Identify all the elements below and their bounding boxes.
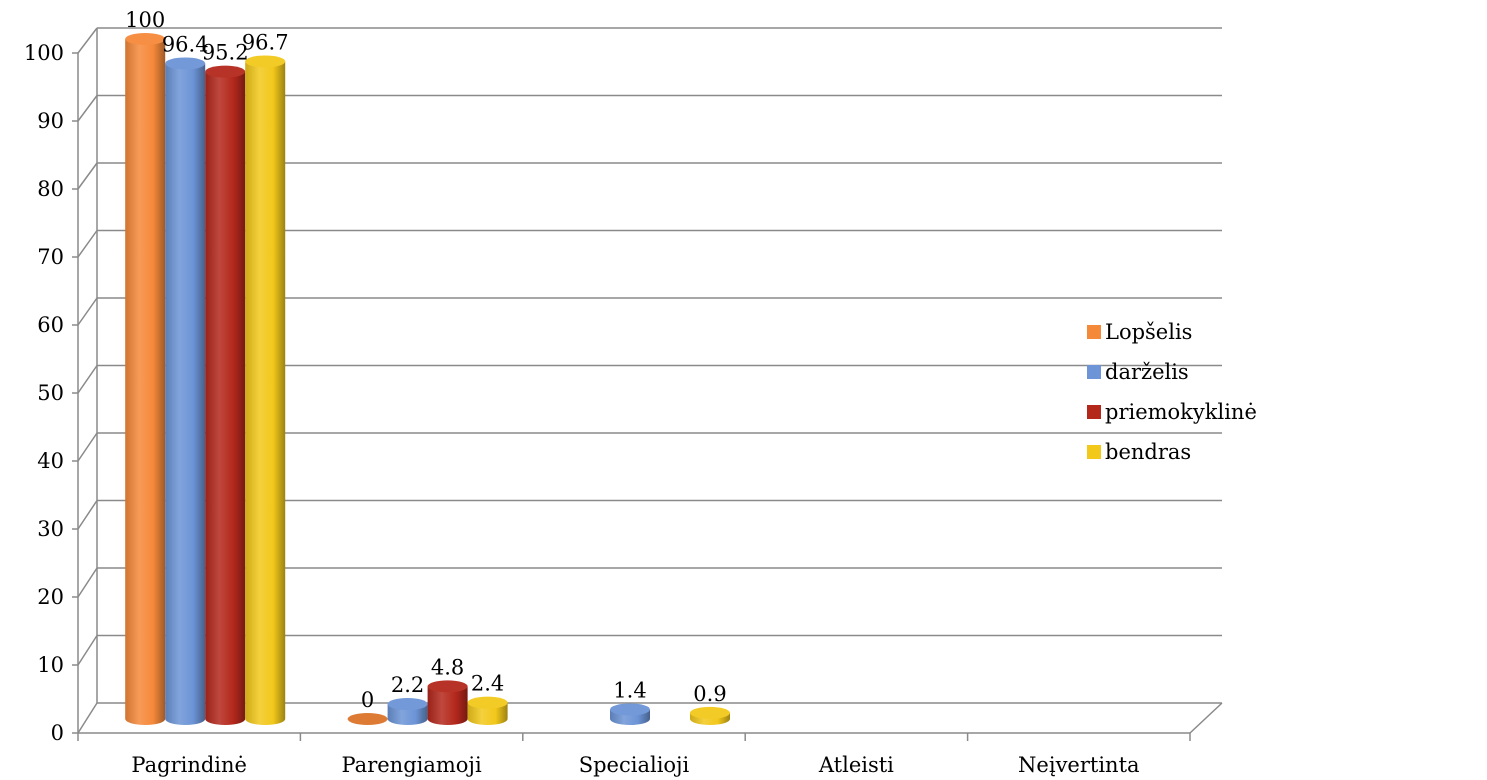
legend-item: bendras bbox=[1087, 432, 1257, 472]
x-tick-label: Parengiamoji bbox=[342, 753, 482, 777]
bar bbox=[427, 686, 468, 725]
y-tick-label: 40 bbox=[37, 449, 64, 473]
bar bbox=[205, 71, 246, 725]
legend-swatch bbox=[1087, 325, 1101, 339]
bar-top bbox=[245, 55, 286, 68]
y-tick-label: 60 bbox=[37, 313, 64, 337]
bar-top bbox=[690, 706, 730, 719]
gridline-side bbox=[77, 432, 98, 462]
y-tick-label: 90 bbox=[37, 109, 64, 133]
data-label: 2.4 bbox=[471, 672, 504, 696]
legend-swatch bbox=[1087, 445, 1101, 459]
data-label: 100 bbox=[125, 8, 165, 32]
bar-top bbox=[610, 703, 650, 716]
data-label: 0.9 bbox=[693, 682, 726, 706]
gridline-side bbox=[77, 702, 98, 734]
y-tick-label: 50 bbox=[37, 381, 64, 405]
gridline-side bbox=[77, 230, 98, 258]
y-tick-label: 70 bbox=[37, 245, 64, 269]
x-tick-label: Atleisti bbox=[818, 753, 894, 777]
bar bbox=[387, 704, 428, 725]
bar-top bbox=[205, 65, 246, 78]
axes: 0 10 20 30 40 50 60 70 80 90 100 Pagrindinė Parengia… bbox=[24, 28, 1223, 777]
legend-swatch bbox=[1087, 405, 1101, 419]
y-tick-label: 100 bbox=[24, 41, 64, 65]
data-label: 0 bbox=[361, 688, 374, 712]
y-tick-label: 20 bbox=[37, 585, 64, 609]
legend-label: darželis bbox=[1105, 360, 1189, 384]
y-tick-label: 10 bbox=[37, 653, 64, 677]
gridline-side bbox=[77, 365, 98, 394]
bar-top bbox=[467, 696, 508, 709]
x-tick-label: Pagrindinė bbox=[131, 753, 247, 777]
gridline-side bbox=[77, 162, 98, 190]
gridline-side bbox=[77, 635, 98, 666]
legend-label: priemokyklinė bbox=[1105, 400, 1257, 424]
gridline-side bbox=[77, 297, 98, 326]
data-label: 2.2 bbox=[391, 673, 424, 697]
bar-top bbox=[125, 33, 166, 45]
y-tick-label: 30 bbox=[37, 517, 64, 541]
legend-item: darželis bbox=[1087, 352, 1257, 392]
bar bbox=[165, 63, 206, 726]
legend-label: Lopšelis bbox=[1105, 320, 1193, 344]
y-tick-label: 80 bbox=[37, 177, 64, 201]
data-label: 95.2 bbox=[202, 41, 249, 65]
legend-item: priemokyklinė bbox=[1087, 392, 1257, 432]
bar-top bbox=[165, 57, 206, 70]
x-tick-label: Neįvertinta bbox=[1018, 753, 1140, 777]
bar bbox=[467, 702, 508, 725]
bars bbox=[125, 33, 730, 726]
data-label: 96.7 bbox=[242, 30, 289, 54]
legend: Lopšelis darželis priemokyklinė bendras bbox=[1087, 312, 1257, 472]
legend-swatch bbox=[1087, 365, 1101, 379]
bar bbox=[125, 39, 166, 725]
bar bbox=[245, 61, 286, 725]
y-tick-label: 0 bbox=[51, 721, 64, 745]
bar-top bbox=[347, 713, 388, 725]
data-label: 4.8 bbox=[431, 655, 464, 679]
data-label: 96.4 bbox=[162, 32, 209, 56]
gridline-side bbox=[77, 27, 98, 54]
legend-label: bendras bbox=[1105, 440, 1192, 464]
legend-item: Lopšelis bbox=[1087, 312, 1257, 352]
bar-top bbox=[387, 698, 428, 711]
gridline-side bbox=[77, 500, 98, 530]
bar-top bbox=[427, 680, 468, 693]
floor-edge bbox=[1189, 702, 1223, 734]
gridline-side bbox=[77, 567, 98, 598]
gridline-side bbox=[77, 95, 98, 122]
x-tick-label: Specialioji bbox=[579, 753, 690, 777]
data-label: 1.4 bbox=[613, 678, 646, 702]
